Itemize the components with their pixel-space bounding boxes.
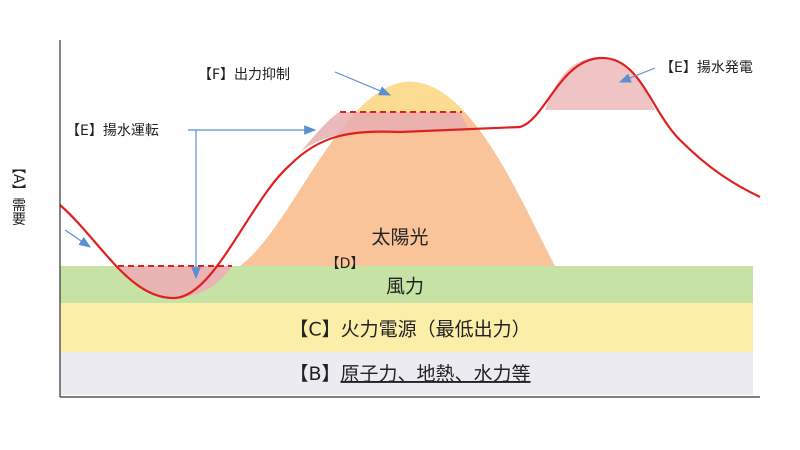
pumped-gen-area xyxy=(545,57,655,110)
pumping-area xyxy=(300,112,470,152)
arrow xyxy=(188,129,201,280)
label: 原子力、地熱、水力等 xyxy=(341,363,531,385)
arrow xyxy=(618,67,656,83)
label: 【B】原子力、地熱、水力等 xyxy=(289,363,530,385)
label: 【A】需要 xyxy=(10,160,26,226)
label: 【E】揚水運転 xyxy=(66,122,159,139)
label: 太陽光 xyxy=(371,227,428,249)
base-band xyxy=(60,352,753,395)
label: 【D】 xyxy=(326,256,365,272)
label: 【E】揚水発電 xyxy=(660,59,753,76)
curtailed-area xyxy=(356,81,465,112)
demand-curve xyxy=(59,56,761,300)
arrow xyxy=(334,71,392,96)
label: 風力 xyxy=(386,276,424,298)
label: 【F】出力抑制 xyxy=(198,67,290,83)
thermal-band xyxy=(60,303,753,352)
arrow xyxy=(64,229,91,248)
label: 【B】 xyxy=(289,363,340,385)
label: 【C】火力電源（最低出力） xyxy=(289,319,530,341)
